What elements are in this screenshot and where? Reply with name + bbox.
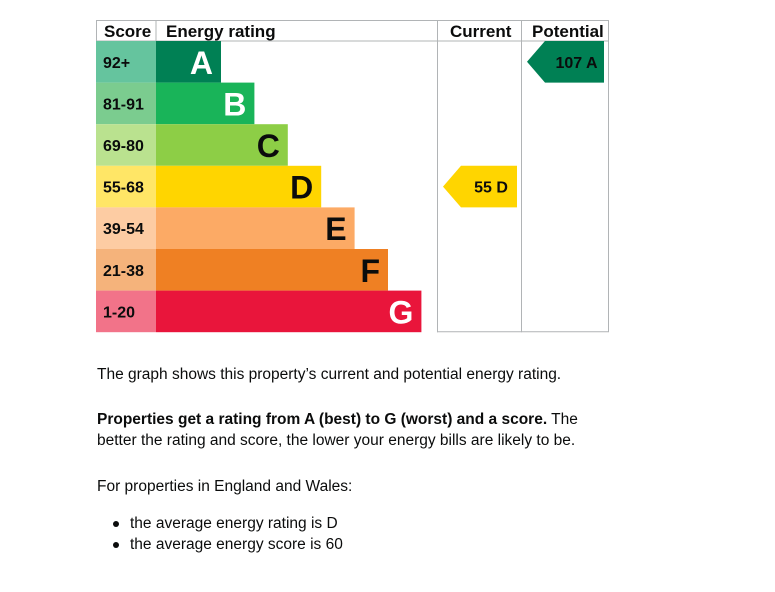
potential-arrow — [527, 41, 604, 83]
header-potential: Potential — [532, 22, 604, 41]
rating-letter-b: B — [223, 86, 246, 122]
score-range-e: 39-54 — [103, 221, 144, 238]
rating-letter-a: A — [190, 45, 213, 81]
intro-text: The graph shows this property’s current … — [97, 366, 562, 383]
average-score-item: the average energy score is 60 — [97, 534, 343, 555]
rating-bar-g — [156, 290, 422, 333]
rating-letter-g: G — [389, 294, 414, 330]
rating-bar-d — [156, 165, 322, 208]
rating-letter-e: E — [325, 211, 346, 247]
header-score: Score — [104, 22, 151, 41]
chart-headers: Score Energy rating Current Potential — [104, 22, 604, 41]
score-cell-c — [96, 124, 156, 166]
header-current: Current — [450, 22, 512, 41]
average-rating-item: the average energy rating is D — [97, 513, 343, 534]
rating-arrows: 55 D 107 A — [443, 41, 604, 208]
rating-explanation: Properties get a rating from A (best) to… — [97, 409, 617, 451]
score-cell-a — [96, 41, 156, 83]
score-cell-e — [96, 207, 156, 249]
region-text: For properties in England and Wales: — [97, 478, 353, 495]
rating-bar-c — [156, 124, 288, 166]
score-cell-f — [96, 249, 156, 291]
rating-explanation-bold: Properties get a rating from A (best) to… — [97, 411, 548, 428]
score-range-g: 1-20 — [103, 304, 135, 321]
score-cell-d — [96, 165, 156, 208]
score-range-c: 69-80 — [103, 138, 144, 155]
header-energy-rating: Energy rating — [166, 22, 276, 41]
current-rating-label: 55 D — [474, 180, 508, 197]
potential-rating-label: 107 A — [555, 55, 598, 72]
score-range-b: 81-91 — [103, 96, 144, 113]
score-range-a: 92+ — [103, 55, 130, 72]
rating-bar-f — [156, 249, 388, 291]
rating-letter-f: F — [360, 253, 380, 289]
rating-bar-b — [156, 82, 255, 125]
rating-explanation-rest: The better the rating and score, the low… — [97, 411, 578, 449]
current-arrow — [443, 165, 517, 208]
score-range-f: 21-38 — [103, 263, 144, 280]
energy-rating-chart: 92+ A81-91 B69-80 C55-68 D39-54 E21-38 F1-20 G … — [96, 20, 609, 333]
rating-bar-a — [156, 41, 221, 83]
rating-letter-d: D — [290, 170, 313, 206]
score-cell-b — [96, 82, 156, 125]
rating-bar-e — [156, 207, 355, 249]
rating-letter-c: C — [257, 128, 280, 164]
score-range-d: 55-68 — [103, 180, 144, 197]
rating-bands: 92+ A 81-91 B 69-80 C 55-68 D 39-54 E 21-38 F 1-20 G — [96, 41, 422, 333]
score-cell-g — [96, 290, 156, 333]
average-list: the average energy rating is D the avera… — [97, 513, 343, 555]
